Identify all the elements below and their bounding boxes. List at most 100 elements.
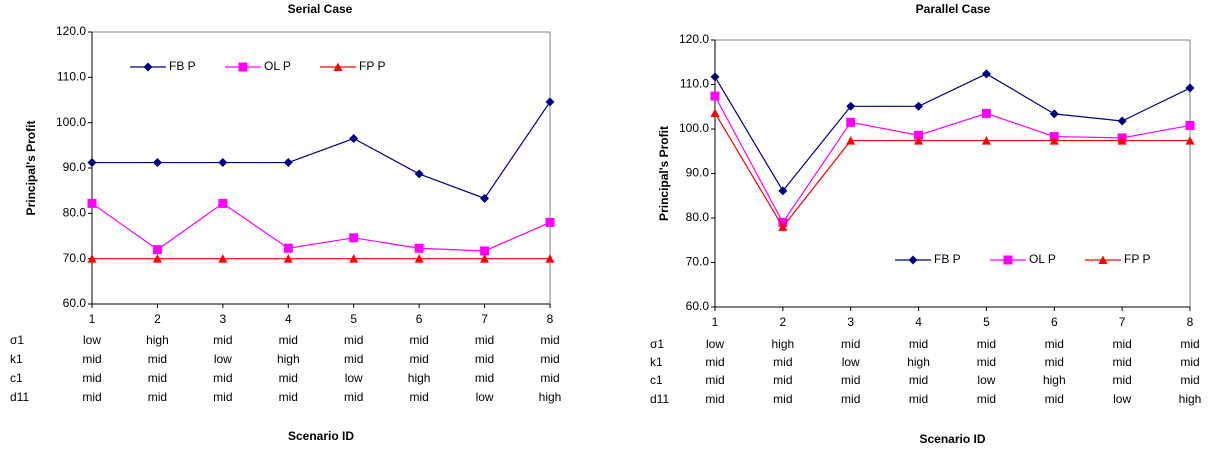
chart: Parallel Case Principal's Profit Scenario … — [650, 2, 1201, 446]
marker — [710, 72, 720, 82]
marker — [152, 245, 162, 255]
marker — [1049, 109, 1059, 119]
marker — [87, 158, 97, 168]
row-value: low — [842, 355, 860, 369]
x-tick-label: 8 — [1187, 315, 1194, 329]
row-value: mid — [344, 390, 363, 404]
y-axis-title: Principal's Profit — [24, 121, 38, 216]
row-value: mid — [279, 390, 298, 404]
legend-marker — [333, 62, 343, 71]
row-label: d11 — [10, 390, 29, 404]
row-value: mid — [1180, 373, 1199, 387]
x-tick-label: 7 — [481, 312, 488, 326]
y-tick-label: 60.0 — [686, 299, 710, 313]
x-tick-label: 2 — [780, 315, 787, 329]
x-tick-label: 1 — [712, 315, 719, 329]
marker — [914, 130, 924, 140]
row-value: low — [706, 337, 724, 351]
row-value: mid — [909, 392, 928, 406]
plot-frame — [714, 39, 1191, 308]
marker — [218, 198, 228, 208]
row-value: high — [539, 390, 562, 404]
row-value: mid — [82, 390, 101, 404]
row-value: mid — [705, 392, 724, 406]
row-value: mid — [1045, 392, 1064, 406]
y-tick-label: 100.0 — [679, 121, 709, 135]
row-value: mid — [409, 333, 428, 347]
marker — [914, 136, 924, 145]
series-line — [91, 202, 551, 252]
series-line — [714, 95, 1191, 224]
row-value: mid — [148, 390, 167, 404]
y-tick-label: 100.0 — [56, 115, 86, 129]
row-value: mid — [841, 373, 860, 387]
row-value: mid — [409, 390, 428, 404]
chart: Serial Case Principal's Profit Scenario ID… — [10, 2, 561, 443]
row-value: mid — [279, 371, 298, 385]
marker — [283, 243, 293, 253]
marker — [87, 198, 97, 208]
row-value: mid — [475, 371, 494, 385]
y-tick-label: 120.0 — [56, 24, 86, 38]
row-value: mid — [773, 355, 792, 369]
row-value: high — [1043, 373, 1066, 387]
marker — [480, 193, 490, 203]
marker — [218, 254, 228, 263]
row-label: k1 — [10, 352, 23, 366]
marker — [981, 136, 991, 145]
x-tick-label: 1 — [89, 312, 96, 326]
row-value: high — [772, 337, 795, 351]
x-tick-label: 5 — [350, 312, 357, 326]
marker — [414, 169, 424, 179]
legend-marker — [1098, 255, 1108, 264]
row-value: mid — [148, 352, 167, 366]
row-value: low — [83, 333, 101, 347]
marker — [710, 91, 720, 101]
legend-marker — [908, 255, 918, 265]
marker — [480, 246, 490, 256]
row-value: mid — [475, 352, 494, 366]
row-value: low — [214, 352, 232, 366]
x-axis-title: Scenario ID — [288, 429, 354, 443]
x-tick-label: 2 — [154, 312, 161, 326]
marker — [914, 101, 924, 111]
row-value: low — [977, 373, 995, 387]
marker — [152, 254, 162, 263]
row-value: low — [476, 390, 494, 404]
x-tick-label: 6 — [416, 312, 423, 326]
marker — [1117, 136, 1127, 145]
x-tick-label: 6 — [1051, 315, 1058, 329]
row-value: mid — [148, 371, 167, 385]
row-value: mid — [540, 371, 559, 385]
row-value: low — [345, 371, 363, 385]
row-value: mid — [213, 390, 232, 404]
row-label: d11 — [650, 392, 669, 406]
marker — [545, 217, 555, 227]
row-value: high — [1179, 392, 1202, 406]
marker — [1049, 136, 1059, 145]
row-value: mid — [705, 355, 724, 369]
row-value: mid — [1112, 337, 1131, 351]
y-tick-label: 110.0 — [680, 77, 709, 91]
legend-label: OL P — [264, 59, 291, 73]
row-value: high — [277, 352, 300, 366]
y-tick-label: 60.0 — [63, 296, 87, 310]
legend-marker — [1003, 255, 1013, 265]
marker — [218, 158, 228, 168]
row-value: mid — [82, 371, 101, 385]
row-value: mid — [909, 373, 928, 387]
row-value: mid — [1180, 355, 1199, 369]
marker — [152, 158, 162, 168]
marker — [283, 254, 293, 263]
marker — [349, 233, 359, 243]
legend-marker — [143, 62, 153, 72]
legend-label: OL P — [1029, 252, 1056, 266]
marker — [545, 97, 555, 107]
chart-title: Serial Case — [288, 2, 353, 16]
y-tick-label: 120.0 — [679, 32, 709, 46]
y-tick-label: 80.0 — [686, 210, 710, 224]
row-value: mid — [344, 352, 363, 366]
y-tick-label: 80.0 — [63, 206, 87, 220]
y-axis-title: Principal's Profit — [657, 126, 671, 221]
marker — [1185, 136, 1195, 145]
